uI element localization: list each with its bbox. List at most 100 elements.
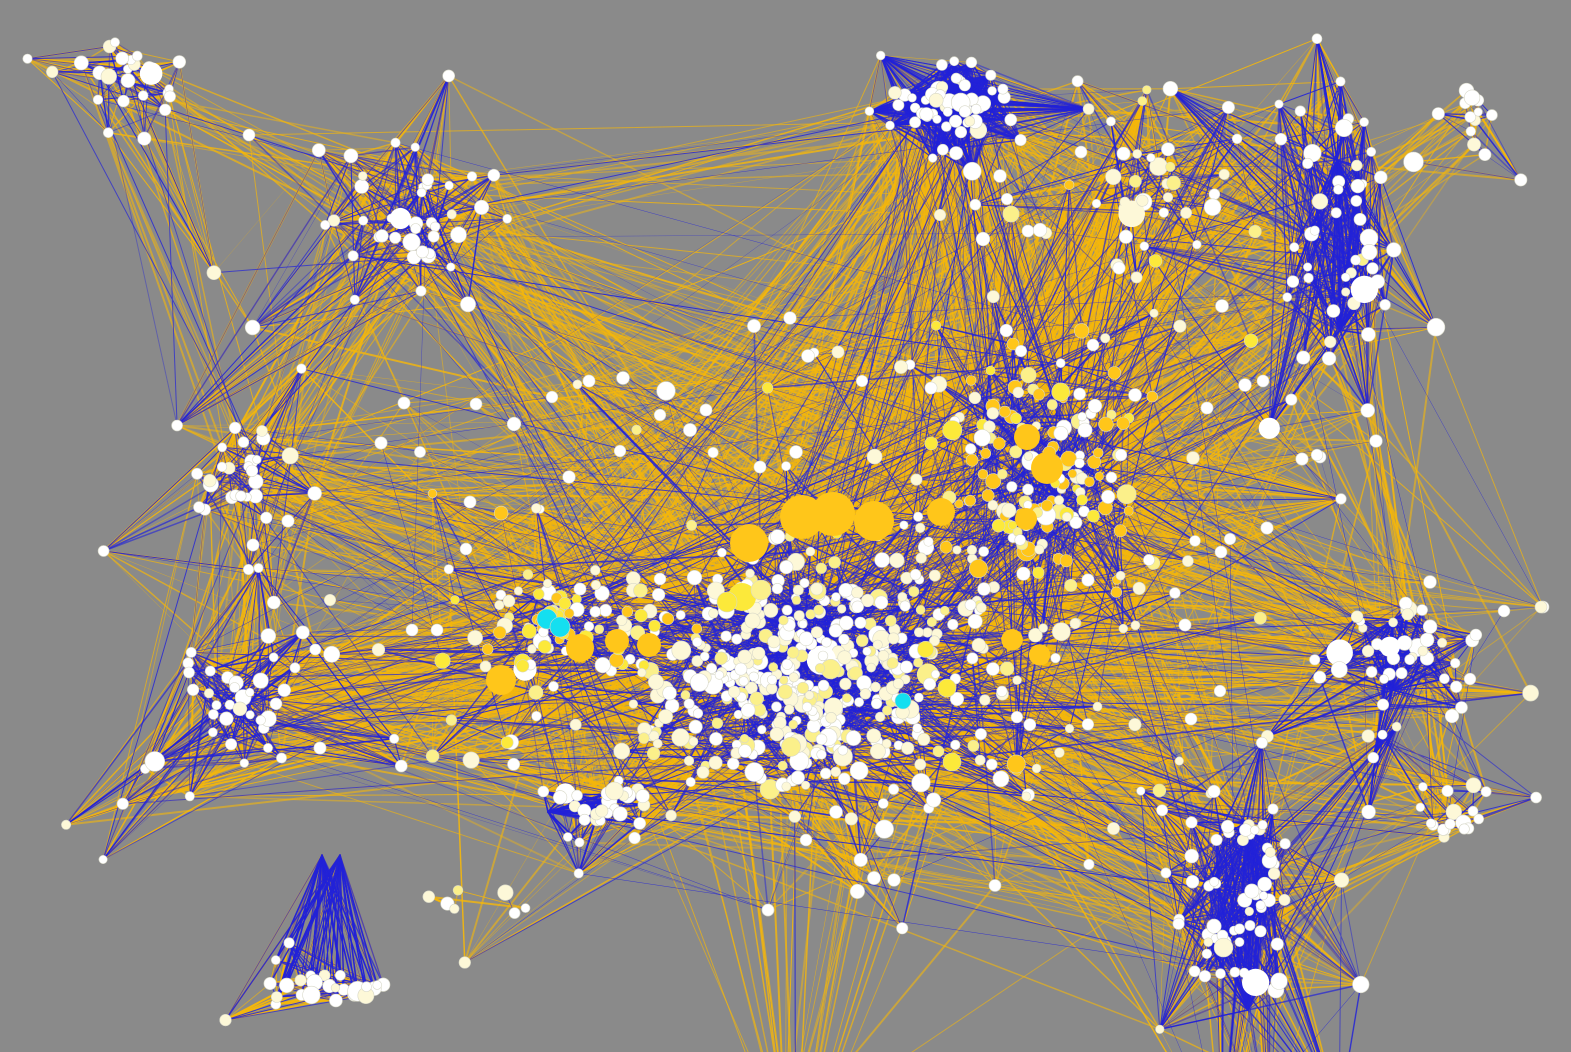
graph-node[interactable] — [907, 93, 917, 103]
graph-node[interactable] — [427, 488, 438, 499]
graph-node[interactable] — [844, 812, 858, 826]
graph-node[interactable] — [686, 519, 697, 531]
graph-node[interactable] — [978, 546, 990, 557]
graph-node[interactable] — [888, 86, 902, 100]
graph-node[interactable] — [1094, 471, 1104, 481]
graph-node[interactable] — [506, 416, 522, 432]
graph-node[interactable] — [975, 231, 991, 247]
graph-node[interactable] — [1064, 179, 1075, 190]
graph-node[interactable] — [828, 556, 841, 569]
graph-node[interactable] — [790, 770, 805, 785]
graph-node[interactable] — [349, 294, 360, 305]
graph-node[interactable] — [1257, 876, 1272, 892]
graph-node[interactable] — [1234, 923, 1245, 935]
graph-node[interactable] — [582, 374, 596, 388]
graph-node[interactable] — [950, 72, 962, 84]
graph-node[interactable] — [911, 773, 931, 793]
graph-node[interactable] — [1255, 900, 1266, 911]
graph-node[interactable] — [1107, 366, 1122, 380]
graph-node[interactable] — [1256, 736, 1268, 749]
graph-node[interactable] — [969, 559, 988, 579]
graph-node[interactable] — [1534, 600, 1548, 614]
graph-node[interactable] — [415, 245, 429, 259]
graph-node[interactable] — [329, 993, 343, 1008]
graph-node[interactable] — [1012, 675, 1022, 685]
graph-node[interactable] — [531, 710, 542, 722]
graph-node[interactable] — [1330, 661, 1348, 679]
graph-node[interactable] — [1174, 756, 1184, 766]
graph-node[interactable] — [1051, 382, 1070, 402]
graph-node[interactable] — [1366, 262, 1379, 275]
graph-node[interactable] — [998, 405, 1011, 418]
graph-node[interactable] — [849, 761, 869, 781]
hub-node[interactable] — [730, 524, 768, 562]
graph-node[interactable] — [1071, 75, 1084, 88]
graph-node[interactable] — [1028, 644, 1051, 666]
graph-node[interactable] — [864, 106, 875, 116]
graph-node[interactable] — [637, 667, 647, 678]
graph-node[interactable] — [688, 736, 699, 747]
graph-node[interactable] — [986, 662, 1000, 676]
graph-node[interactable] — [838, 772, 851, 785]
graph-node[interactable] — [1052, 622, 1071, 642]
graph-node[interactable] — [1166, 175, 1181, 191]
graph-node[interactable] — [928, 93, 944, 108]
graph-node[interactable] — [828, 623, 843, 638]
graph-node[interactable] — [781, 461, 791, 471]
graph-node[interactable] — [562, 832, 573, 842]
graph-node[interactable] — [427, 230, 440, 243]
graph-node[interactable] — [748, 671, 759, 682]
graph-node[interactable] — [1439, 673, 1450, 685]
graph-node[interactable] — [821, 637, 832, 648]
graph-node[interactable] — [915, 552, 927, 564]
graph-node[interactable] — [734, 662, 748, 676]
graph-node[interactable] — [744, 612, 761, 629]
bridge-node[interactable] — [1021, 224, 1035, 238]
graph-node[interactable] — [73, 55, 89, 71]
graph-node[interactable] — [967, 740, 980, 752]
graph-node[interactable] — [1366, 146, 1377, 157]
graph-node[interactable] — [372, 980, 382, 990]
graph-node[interactable] — [966, 544, 978, 556]
graph-node[interactable] — [731, 633, 743, 645]
graph-node[interactable] — [773, 715, 787, 730]
graph-node[interactable] — [801, 701, 813, 713]
graph-node[interactable] — [683, 698, 695, 710]
graph-node[interactable] — [1415, 802, 1425, 812]
graph-node[interactable] — [422, 890, 435, 903]
graph-node[interactable] — [866, 728, 882, 744]
graph-node[interactable] — [1285, 393, 1298, 406]
graph-node[interactable] — [1123, 505, 1134, 516]
graph-node[interactable] — [1021, 791, 1031, 801]
hub-node[interactable] — [1015, 508, 1037, 530]
graph-node[interactable] — [628, 699, 639, 709]
graph-node[interactable] — [688, 719, 703, 734]
graph-node[interactable] — [502, 594, 516, 608]
graph-node[interactable] — [1023, 451, 1033, 461]
graph-node[interactable] — [1274, 99, 1284, 109]
graph-node[interactable] — [279, 977, 295, 994]
graph-node[interactable] — [187, 683, 200, 696]
graph-node[interactable] — [1431, 107, 1445, 121]
graph-node[interactable] — [837, 650, 852, 665]
graph-node[interactable] — [1248, 225, 1262, 239]
graph-node[interactable] — [769, 727, 784, 742]
hub-node[interactable] — [605, 629, 629, 653]
graph-node[interactable] — [874, 711, 886, 723]
graph-node[interactable] — [1006, 337, 1020, 351]
graph-node[interactable] — [531, 503, 542, 514]
graph-node[interactable] — [1244, 883, 1260, 899]
graph-node[interactable] — [1463, 89, 1481, 106]
graph-node[interactable] — [533, 588, 545, 600]
graph-node[interactable] — [1270, 972, 1288, 990]
graph-node[interactable] — [1116, 484, 1137, 505]
graph-node[interactable] — [307, 486, 322, 501]
graph-node[interactable] — [675, 610, 686, 620]
graph-node[interactable] — [801, 780, 811, 790]
graph-node[interactable] — [631, 424, 642, 435]
graph-node[interactable] — [1467, 137, 1481, 152]
graph-node[interactable] — [467, 630, 483, 646]
highlight-node[interactable] — [894, 692, 912, 710]
graph-node[interactable] — [1361, 644, 1375, 658]
graph-node[interactable] — [595, 804, 609, 818]
